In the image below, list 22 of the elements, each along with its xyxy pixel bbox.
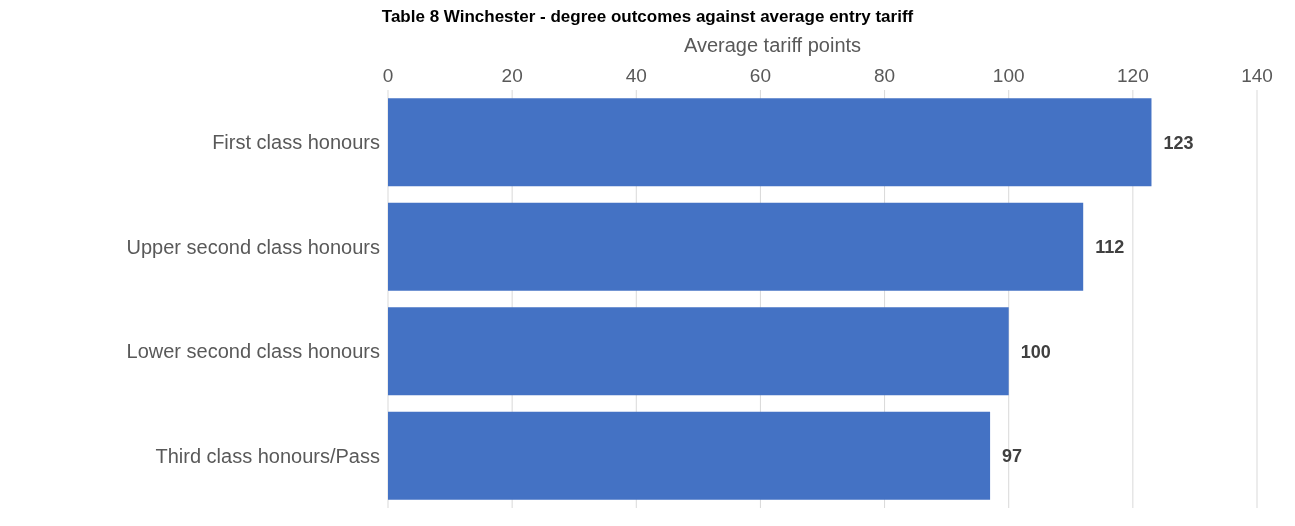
x-tick-label: 80 (874, 65, 896, 86)
x-axis-title: Average tariff points (682, 34, 863, 57)
x-tick-label: 120 (1117, 65, 1149, 86)
x-tick-label: 140 (1241, 65, 1273, 86)
y-tick-label: Upper second class honours (126, 235, 380, 258)
data-label: 97 (1002, 446, 1023, 467)
chart-title: Table 8 Winchester - degree outcomes against average entry tariff (380, 7, 915, 28)
data-label: 112 (1095, 237, 1125, 258)
bar (388, 98, 1152, 187)
x-tick-label: 100 (992, 65, 1025, 86)
bar (388, 202, 1084, 291)
bar (388, 307, 1009, 396)
x-tick-label: 0 (382, 65, 394, 86)
x-tick-label: 60 (749, 65, 771, 86)
x-tick-label: 40 (625, 65, 647, 86)
x-tick-label: 20 (501, 65, 523, 86)
data-label: 123 (1163, 132, 1194, 153)
bar (388, 411, 991, 500)
y-tick-label: First class honours (212, 131, 380, 154)
y-tick-label: Lower second class honours (126, 340, 380, 363)
data-label: 100 (1020, 341, 1051, 362)
y-tick-label: Third class honours/Pass (155, 444, 380, 467)
